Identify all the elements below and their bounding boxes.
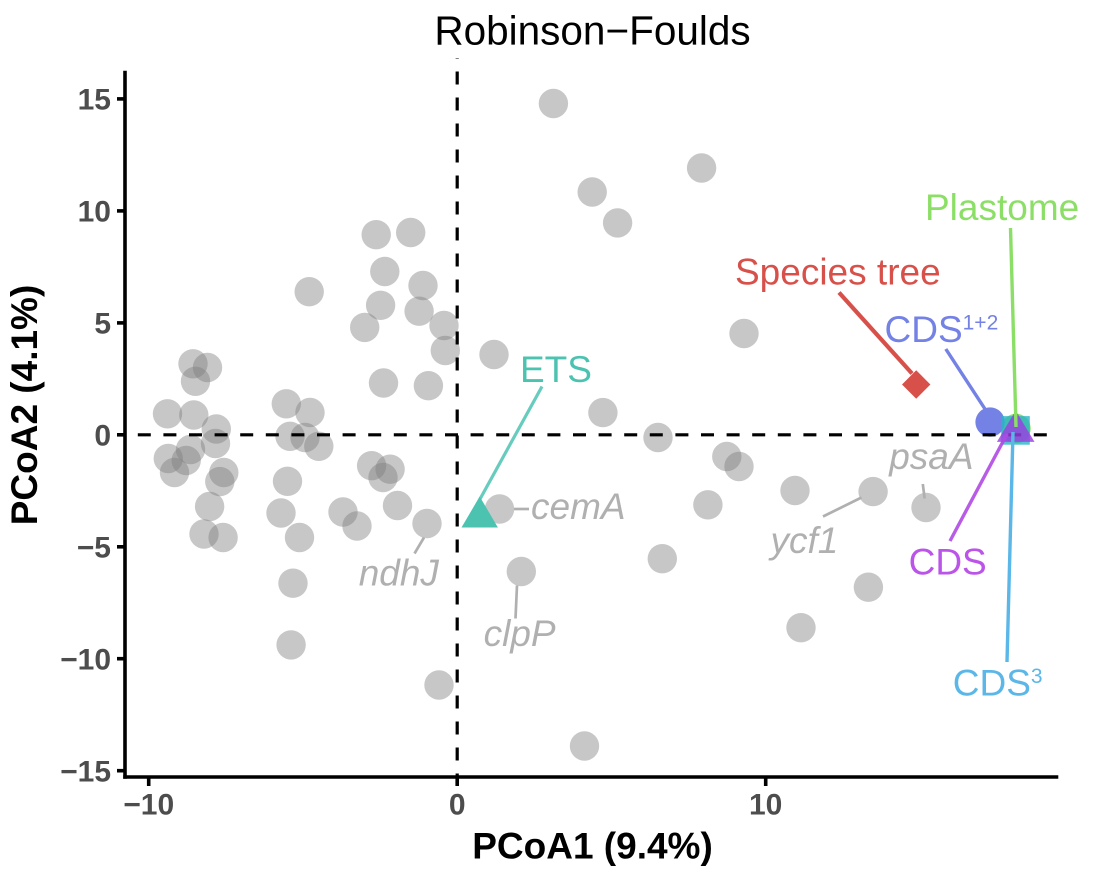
svg-text:Plastome: Plastome [925,187,1079,228]
svg-text:−10: −10 [123,789,174,822]
svg-text:ycf1: ycf1 [768,520,839,561]
svg-text:CDS3: CDS3 [953,663,1043,704]
svg-text:Species tree: Species tree [735,252,941,293]
svg-text:5: 5 [94,308,111,341]
svg-text:−5: −5 [77,532,111,565]
svg-text:PCoA1 (9.4%): PCoA1 (9.4%) [472,826,713,867]
svg-text:PCoA2 (4.1%): PCoA2 (4.1%) [4,285,45,526]
svg-text:−10: −10 [60,644,111,677]
svg-text:0: 0 [449,789,466,822]
svg-text:ETS: ETS [520,349,592,390]
svg-text:−15: −15 [60,756,111,789]
svg-text:10: 10 [78,196,111,229]
svg-text:CDS: CDS [909,542,987,583]
svg-text:ndhJ: ndhJ [359,553,440,594]
svg-text:Robinson−Foulds: Robinson−Foulds [434,8,750,54]
svg-text:cemA: cemA [531,486,626,527]
svg-text:15: 15 [78,84,111,117]
svg-text:10: 10 [749,789,782,822]
svg-text:psaA: psaA [888,436,973,477]
svg-text:clpP: clpP [484,613,556,654]
svg-text:0: 0 [94,420,111,453]
